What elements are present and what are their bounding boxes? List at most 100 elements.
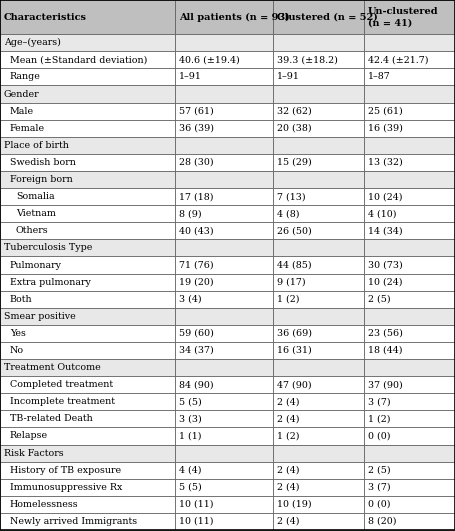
Text: Vietnam: Vietnam xyxy=(16,209,56,218)
Bar xyxy=(364,325,455,342)
Text: 17 (18): 17 (18) xyxy=(179,192,214,201)
Text: 3 (7): 3 (7) xyxy=(368,397,391,406)
Text: 59 (60): 59 (60) xyxy=(179,329,214,338)
Bar xyxy=(0,256,175,273)
Bar xyxy=(175,427,273,444)
Bar xyxy=(175,444,273,461)
Bar xyxy=(273,256,364,273)
Text: Others: Others xyxy=(16,226,49,235)
Bar xyxy=(175,154,273,171)
Text: 26 (50): 26 (50) xyxy=(277,226,312,235)
Bar xyxy=(0,171,175,188)
Bar xyxy=(175,376,273,393)
Bar xyxy=(175,239,273,256)
Text: Un-clustered
(n = 41): Un-clustered (n = 41) xyxy=(368,7,439,27)
Bar xyxy=(273,102,364,119)
Bar xyxy=(175,85,273,102)
Text: 25 (61): 25 (61) xyxy=(368,107,403,116)
Text: Smear positive: Smear positive xyxy=(4,312,76,321)
Bar xyxy=(273,68,364,85)
Bar xyxy=(273,359,364,376)
Text: Treatment Outcome: Treatment Outcome xyxy=(4,363,101,372)
Text: Incomplete treatment: Incomplete treatment xyxy=(10,397,115,406)
Text: Range: Range xyxy=(10,72,41,81)
Bar xyxy=(364,34,455,52)
Bar xyxy=(364,479,455,496)
Text: 9 (17): 9 (17) xyxy=(277,278,306,287)
Text: Male: Male xyxy=(10,107,34,116)
Bar xyxy=(273,119,364,137)
Bar xyxy=(364,290,455,308)
Bar xyxy=(273,222,364,239)
Text: 57 (61): 57 (61) xyxy=(179,107,214,116)
Bar xyxy=(273,376,364,393)
Text: 34 (37): 34 (37) xyxy=(179,346,214,355)
Bar xyxy=(273,479,364,496)
Bar xyxy=(364,427,455,444)
Bar xyxy=(0,34,175,52)
Bar xyxy=(0,444,175,461)
Text: 1 (1): 1 (1) xyxy=(179,432,202,441)
Text: 84 (90): 84 (90) xyxy=(179,380,214,389)
Bar xyxy=(175,256,273,273)
Bar xyxy=(0,410,175,427)
Bar xyxy=(273,34,364,52)
Bar xyxy=(364,513,455,530)
Bar xyxy=(0,188,175,205)
Bar xyxy=(364,376,455,393)
Text: Risk Factors: Risk Factors xyxy=(4,449,64,458)
Text: 19 (20): 19 (20) xyxy=(179,278,214,287)
Text: 37 (90): 37 (90) xyxy=(368,380,403,389)
Bar xyxy=(175,188,273,205)
Bar xyxy=(0,479,175,496)
Bar xyxy=(364,52,455,68)
Text: History of TB exposure: History of TB exposure xyxy=(10,466,121,475)
Bar xyxy=(273,427,364,444)
Text: No: No xyxy=(10,346,24,355)
Text: 2 (4): 2 (4) xyxy=(277,466,299,475)
Text: 5 (5): 5 (5) xyxy=(179,397,202,406)
Text: 71 (76): 71 (76) xyxy=(179,261,214,270)
Bar xyxy=(273,325,364,342)
Bar xyxy=(273,461,364,479)
Bar xyxy=(0,376,175,393)
Text: 14 (34): 14 (34) xyxy=(368,226,403,235)
Bar xyxy=(364,496,455,513)
Bar xyxy=(0,308,175,325)
Bar xyxy=(364,0,455,34)
Bar xyxy=(175,119,273,137)
Bar xyxy=(0,102,175,119)
Bar xyxy=(364,102,455,119)
Text: 7 (13): 7 (13) xyxy=(277,192,306,201)
Bar xyxy=(273,154,364,171)
Text: Both: Both xyxy=(10,295,33,304)
Bar xyxy=(175,479,273,496)
Text: Newly arrived Immigrants: Newly arrived Immigrants xyxy=(10,517,137,526)
Text: 2 (5): 2 (5) xyxy=(368,295,391,304)
Text: 47 (90): 47 (90) xyxy=(277,380,312,389)
Text: Immunosuppressive Rx: Immunosuppressive Rx xyxy=(10,483,122,492)
Bar xyxy=(364,410,455,427)
Text: Gender: Gender xyxy=(4,90,40,99)
Text: 0 (0): 0 (0) xyxy=(368,500,390,509)
Bar xyxy=(175,325,273,342)
Text: Pulmonary: Pulmonary xyxy=(10,261,62,270)
Bar xyxy=(175,290,273,308)
Bar xyxy=(364,393,455,410)
Bar xyxy=(0,222,175,239)
Text: Yes: Yes xyxy=(10,329,26,338)
Text: 5 (5): 5 (5) xyxy=(179,483,202,492)
Text: 18 (44): 18 (44) xyxy=(368,346,403,355)
Text: 3 (4): 3 (4) xyxy=(179,295,202,304)
Text: 8 (9): 8 (9) xyxy=(179,209,202,218)
Bar xyxy=(175,273,273,290)
Bar xyxy=(175,205,273,222)
Text: 16 (31): 16 (31) xyxy=(277,346,312,355)
Text: Homelessness: Homelessness xyxy=(10,500,79,509)
Text: 39.3 (±18.2): 39.3 (±18.2) xyxy=(277,55,338,64)
Bar xyxy=(0,119,175,137)
Bar xyxy=(364,188,455,205)
Text: 2 (4): 2 (4) xyxy=(277,414,299,423)
Bar xyxy=(364,85,455,102)
Text: Completed treatment: Completed treatment xyxy=(10,380,113,389)
